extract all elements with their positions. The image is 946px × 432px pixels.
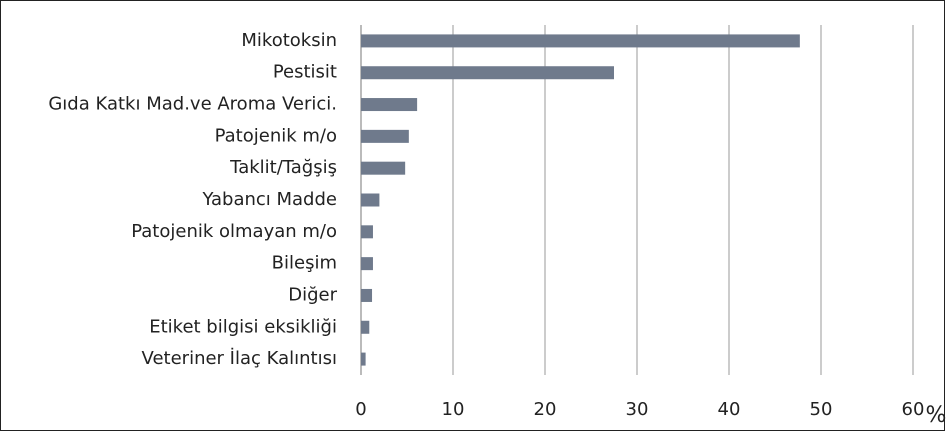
x-tick-label: 10 bbox=[442, 399, 465, 420]
y-tick-label: Bileşim bbox=[272, 253, 337, 274]
bar bbox=[361, 352, 366, 366]
y-tick-label: Mikotoksin bbox=[241, 30, 337, 51]
y-tick-label: Taklit/Tağşiş bbox=[229, 157, 337, 178]
y-tick-label: Veteriner İlaç Kalıntısı bbox=[142, 348, 337, 369]
bar bbox=[361, 193, 380, 207]
bar bbox=[361, 288, 373, 302]
bar bbox=[361, 257, 373, 271]
bar bbox=[361, 225, 373, 239]
x-tick-label: 40 bbox=[718, 399, 741, 420]
y-tick-label: Patojenik olmayan m/o bbox=[131, 221, 337, 242]
x-axis-label: % bbox=[926, 403, 946, 428]
y-tick-label: Patojenik m/o bbox=[215, 125, 337, 146]
y-tick-label: Gıda Katkı Mad.ve Aroma Verici. bbox=[48, 94, 337, 115]
bar bbox=[361, 320, 370, 334]
bar bbox=[361, 66, 614, 80]
y-tick-label: Diğer bbox=[288, 284, 337, 305]
x-tick-label: 0 bbox=[355, 399, 366, 420]
x-tick-label: 60 bbox=[902, 399, 925, 420]
y-tick-label: Yabancı Madde bbox=[201, 189, 337, 210]
bar bbox=[361, 34, 800, 48]
bar bbox=[361, 98, 418, 112]
y-tick-label: Pestisit bbox=[273, 62, 337, 83]
x-tick-label: 20 bbox=[534, 399, 557, 420]
y-tick-label: Etiket bilgisi eksikliği bbox=[149, 316, 337, 337]
x-tick-label: 50 bbox=[810, 399, 833, 420]
bar bbox=[361, 161, 406, 175]
bar bbox=[361, 129, 409, 143]
x-tick-label: 30 bbox=[626, 399, 649, 420]
